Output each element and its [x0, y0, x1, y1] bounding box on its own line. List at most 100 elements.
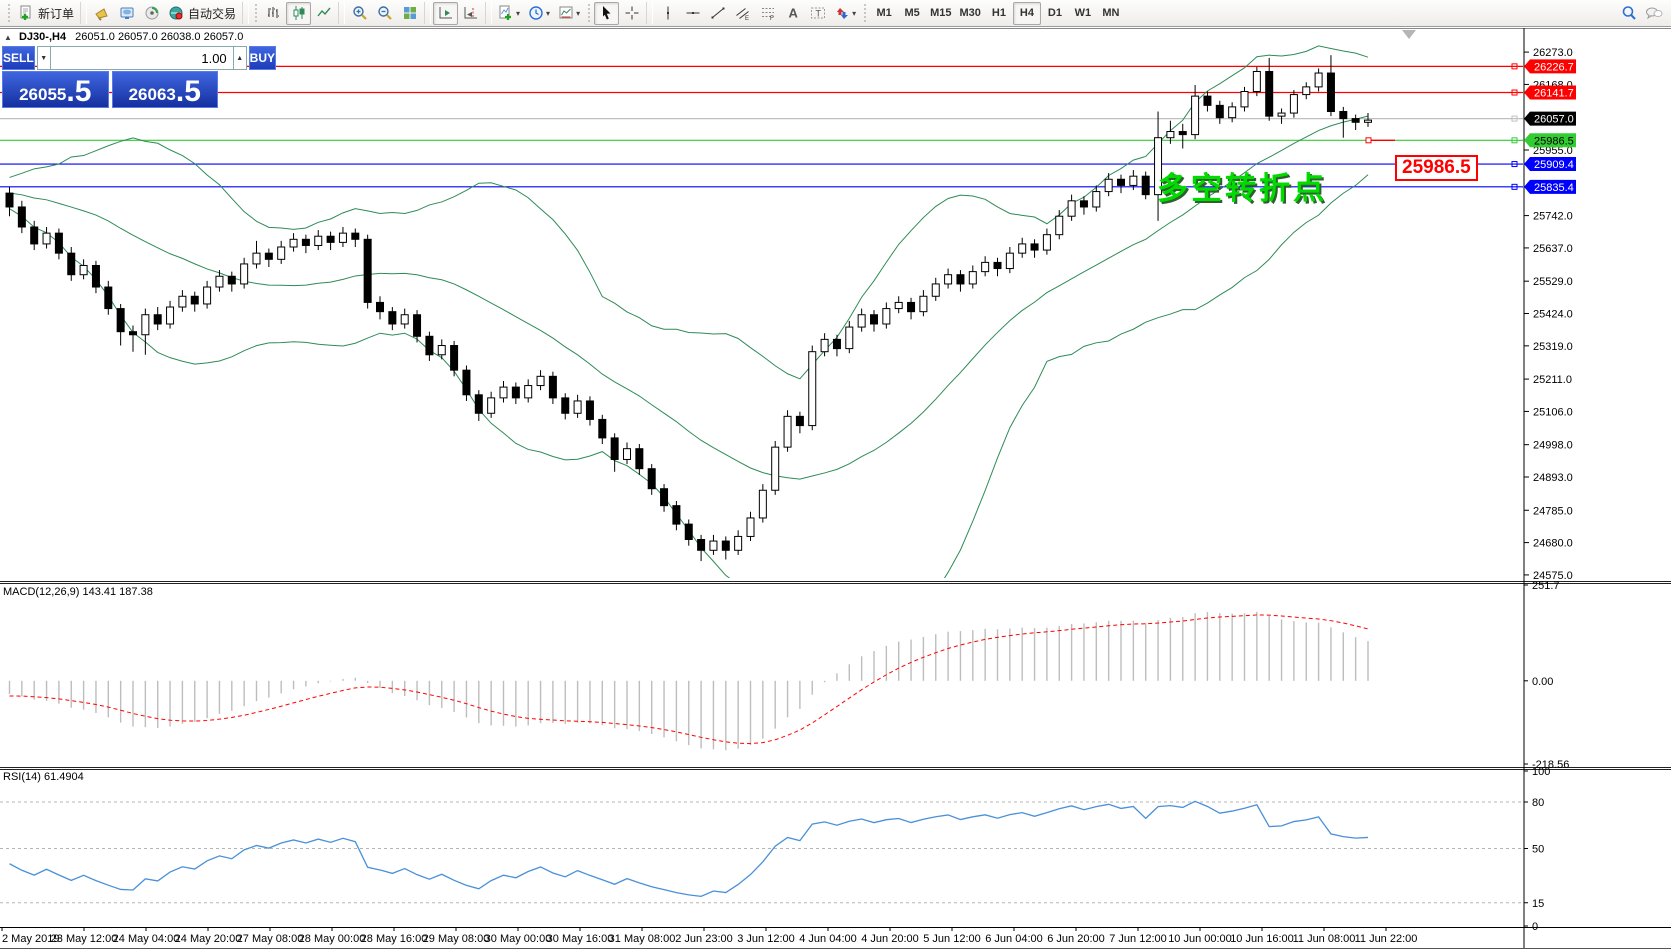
- sell-price-fraction: .5: [66, 75, 92, 108]
- svg-text:25211.0: 25211.0: [1533, 374, 1572, 386]
- auto-scroll-icon: [439, 7, 452, 19]
- horn-icon: [94, 8, 108, 21]
- symbol-info-bar: ▲ DJ30-,H4 26051.0 26057.0 26038.0 26057…: [4, 31, 243, 43]
- svg-text:5 Jun 12:00: 5 Jun 12:00: [923, 933, 981, 945]
- timeframe-m30-button[interactable]: M30: [959, 7, 981, 19]
- text-label-icon: T: [810, 7, 825, 19]
- svg-text:0: 0: [1532, 921, 1538, 933]
- horizontal-line-icon: [686, 12, 700, 14]
- candlestick-mode-button[interactable]: [286, 1, 312, 25]
- chart-window: 26273.0 26168.0 25955.0 25742.0 25637.0 25529…: [0, 28, 1671, 950]
- dropdown-caret-icon: ▾: [546, 8, 551, 18]
- buy-price-fraction: .5: [175, 75, 201, 108]
- macd-histogram: [8, 611, 1369, 751]
- vertical-line-tool-button[interactable]: [655, 2, 680, 25]
- svg-text:4 Jun 04:00: 4 Jun 04:00: [799, 933, 857, 945]
- equidistant-channel-tool-button[interactable]: E: [730, 2, 755, 25]
- timeframe-w1-button[interactable]: W1: [1074, 7, 1092, 19]
- trendline-tool-button[interactable]: [705, 2, 730, 25]
- svg-text:25909.4: 25909.4: [1534, 159, 1574, 171]
- search-button[interactable]: [1616, 2, 1641, 25]
- svg-text:10 Jun 16:00: 10 Jun 16:00: [1230, 933, 1294, 945]
- svg-text:24 May 04:00: 24 May 04:00: [113, 933, 180, 945]
- toolbar-separator: [80, 2, 88, 24]
- toolbar-separator: [646, 2, 654, 24]
- zoom-out-button[interactable]: [372, 2, 397, 25]
- macd-indicator-label: MACD(12,26,9) 143.41 187.38: [3, 586, 153, 598]
- price-tag-annotation[interactable]: 25986.5: [1395, 155, 1478, 182]
- sell-button[interactable]: SELL: [2, 46, 35, 70]
- svg-text:100: 100: [1532, 766, 1550, 778]
- symbol-title: DJ30-,H4: [18, 31, 67, 43]
- svg-text:24680.0: 24680.0: [1533, 538, 1573, 550]
- toolbar: 新订单 自动交易: [0, 0, 1671, 27]
- svg-text:80: 80: [1532, 797, 1544, 809]
- zoom-in-button[interactable]: [347, 2, 372, 25]
- arrows-tool-button[interactable]: ▾: [830, 2, 860, 25]
- bar-chart-mode-button[interactable]: [261, 2, 286, 25]
- channel-icon: E: [735, 8, 749, 21]
- volume-input[interactable]: [50, 46, 233, 70]
- bar-chart-icon: [267, 7, 279, 18]
- chart-canvas[interactable]: 26273.026168.025955.025742.025637.025529…: [0, 28, 1671, 950]
- timeframe-h4-button[interactable]: H4: [1012, 1, 1041, 25]
- cursor-icon: [602, 6, 611, 20]
- market-watch-button[interactable]: [89, 2, 114, 25]
- auto-scroll-button[interactable]: [433, 1, 459, 25]
- svg-text:11 Jun 22:00: 11 Jun 22:00: [1355, 933, 1418, 945]
- buy-price-panel[interactable]: 26063.5: [111, 71, 218, 108]
- svg-text:25955.0: 25955.0: [1533, 145, 1573, 157]
- timeframe-m1-button[interactable]: M1: [876, 7, 892, 19]
- macd-signal-line: [9, 614, 1369, 745]
- autotrading-button[interactable]: 自动交易: [164, 2, 240, 25]
- vertical-line-icon: [666, 6, 669, 20]
- new-order-button[interactable]: 新订单: [14, 2, 78, 25]
- templates-button[interactable]: ▾: [554, 2, 584, 25]
- timeframe-h1-button[interactable]: H1: [991, 7, 1006, 19]
- svg-text:25986.5: 25986.5: [1534, 135, 1574, 147]
- svg-text:11 Jun 08:00: 11 Jun 08:00: [1293, 933, 1356, 945]
- svg-text:26141.7: 26141.7: [1534, 88, 1574, 100]
- indicators-button[interactable]: ▾: [494, 2, 524, 25]
- search-icon: [1622, 6, 1636, 20]
- timeframe-m5-button[interactable]: M5: [904, 7, 920, 19]
- periods-button[interactable]: ▾: [524, 2, 554, 25]
- timeframe-m15-button[interactable]: M15: [930, 7, 952, 19]
- line-chart-mode-button[interactable]: [311, 2, 336, 25]
- chart-shift-marker-icon: [1402, 30, 1416, 39]
- timeframe-d1-button[interactable]: D1: [1047, 7, 1062, 19]
- text-tool-button[interactable]: A: [780, 2, 805, 25]
- price-axis[interactable]: 26273.026168.025955.025742.025637.025529…: [1523, 28, 1573, 948]
- tile-windows-button[interactable]: [397, 2, 422, 25]
- svg-text:4 Jun 20:00: 4 Jun 20:00: [861, 933, 919, 945]
- signals-button[interactable]: [139, 2, 164, 25]
- price-badges: 26226.7 26141.7 26057.0 25986.5 25909.4 25835…: [1524, 59, 1576, 194]
- sell-price-panel[interactable]: 26055.5: [2, 71, 109, 108]
- rsi-indicator-label: RSI(14) 61.4904: [3, 771, 84, 783]
- svg-text:28 May 16:00: 28 May 16:00: [361, 933, 428, 945]
- svg-text:A: A: [788, 6, 798, 21]
- svg-text:0.00: 0.00: [1532, 676, 1553, 688]
- cursor-tool-button[interactable]: [594, 1, 620, 25]
- buy-button[interactable]: BUY: [248, 46, 277, 70]
- chart-shift-button[interactable]: [458, 2, 483, 25]
- svg-text:26057.0: 26057.0: [1534, 114, 1574, 126]
- timeframe-mn-button[interactable]: MN: [1102, 7, 1120, 19]
- crosshair-tool-button[interactable]: [619, 2, 644, 25]
- toolbar-grip: [7, 3, 11, 23]
- horizontal-line-tool-button[interactable]: [680, 2, 705, 25]
- toolbar-separator: [242, 2, 250, 24]
- data-window-button[interactable]: [114, 2, 139, 25]
- volume-increase-button[interactable]: ▲: [232, 46, 247, 70]
- turning-point-annotation[interactable]: 多空转折点: [1157, 171, 1327, 207]
- chat-button[interactable]: [1641, 2, 1667, 25]
- svg-text:2 May 2019: 2 May 2019: [2, 933, 59, 945]
- text-label-tool-button[interactable]: T: [805, 2, 830, 25]
- volume-decrease-button[interactable]: ▼: [36, 46, 51, 70]
- svg-text:26273.0: 26273.0: [1533, 47, 1573, 59]
- fibonacci-tool-button[interactable]: F: [755, 2, 780, 25]
- trendline-icon: [711, 7, 725, 19]
- collapse-icon[interactable]: ▲: [4, 33, 12, 42]
- cloud-monitor-icon: [120, 7, 134, 19]
